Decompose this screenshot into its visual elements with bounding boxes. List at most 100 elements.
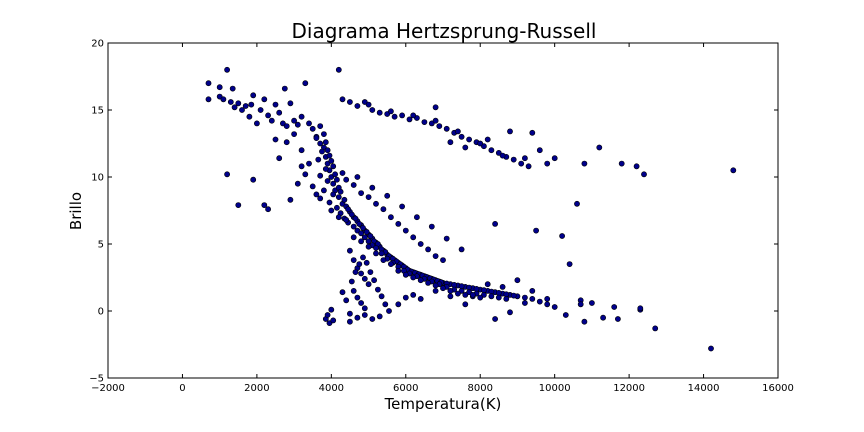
data-point xyxy=(402,271,409,278)
data-point xyxy=(432,104,439,111)
data-point xyxy=(309,125,316,132)
data-point xyxy=(358,190,364,196)
data-point xyxy=(574,200,580,207)
x-tick-label: 10000 xyxy=(539,383,571,394)
data-point xyxy=(326,152,333,159)
data-point xyxy=(551,155,558,162)
data-point xyxy=(417,277,424,284)
y-axis-label: Brillo xyxy=(67,192,85,230)
data-point xyxy=(253,120,260,127)
data-point xyxy=(551,304,558,310)
data-point xyxy=(529,287,536,294)
data-point xyxy=(298,163,305,170)
x-tick-label: 4000 xyxy=(319,383,344,394)
data-point xyxy=(333,176,340,183)
data-point xyxy=(376,313,383,320)
x-tick-label: 6000 xyxy=(393,383,418,394)
data-point xyxy=(363,259,370,266)
data-point xyxy=(294,180,301,187)
data-point xyxy=(488,293,495,300)
data-point xyxy=(462,291,469,298)
data-point xyxy=(421,119,428,125)
data-point xyxy=(350,257,357,263)
data-point xyxy=(395,301,402,308)
data-point xyxy=(360,254,366,261)
data-point xyxy=(367,233,374,239)
data-point xyxy=(391,113,398,120)
data-point xyxy=(298,147,305,154)
data-point xyxy=(356,261,363,267)
data-point xyxy=(220,96,227,103)
data-point xyxy=(313,135,320,141)
data-point xyxy=(250,176,257,183)
data-point xyxy=(410,274,417,281)
data-point xyxy=(581,160,588,167)
data-point xyxy=(402,227,409,234)
data-point xyxy=(440,285,446,292)
y-tick-label: 15 xyxy=(91,106,104,117)
data-point xyxy=(395,267,402,274)
data-point xyxy=(348,211,355,218)
data-point xyxy=(544,301,551,308)
data-point xyxy=(250,92,257,99)
data-point xyxy=(432,287,439,294)
data-point xyxy=(343,176,350,183)
data-point xyxy=(436,123,443,129)
data-point xyxy=(361,312,368,318)
data-point xyxy=(596,144,603,151)
data-point xyxy=(309,183,316,190)
data-point xyxy=(428,223,435,230)
data-point xyxy=(302,171,309,178)
data-point xyxy=(261,96,268,103)
data-point xyxy=(343,297,350,304)
data-point xyxy=(466,136,472,143)
data-point xyxy=(382,301,389,308)
x-tick-label: 16000 xyxy=(762,383,794,394)
data-point xyxy=(413,214,420,221)
data-point xyxy=(447,139,454,146)
data-point xyxy=(326,199,333,206)
data-point xyxy=(618,160,625,167)
data-point xyxy=(365,243,372,250)
data-point xyxy=(544,160,551,167)
data-point xyxy=(257,107,264,113)
data-point xyxy=(432,117,439,124)
data-point xyxy=(205,80,212,87)
data-point xyxy=(363,228,370,235)
data-point xyxy=(376,109,383,116)
data-point xyxy=(559,233,565,239)
data-point xyxy=(352,215,359,222)
data-point xyxy=(369,316,376,322)
data-point xyxy=(522,294,528,301)
data-point xyxy=(589,300,595,306)
data-point xyxy=(447,287,454,294)
y-tick-label: 20 xyxy=(91,39,104,50)
data-point xyxy=(229,85,236,92)
data-point xyxy=(339,170,346,176)
data-point xyxy=(380,206,387,213)
data-point xyxy=(350,182,357,188)
data-point xyxy=(319,148,325,155)
data-point xyxy=(298,113,305,120)
data-point xyxy=(577,301,584,308)
data-point xyxy=(484,281,491,288)
data-point xyxy=(315,156,322,163)
data-point xyxy=(410,291,417,298)
data-point xyxy=(348,278,355,285)
data-point xyxy=(510,292,517,299)
x-axis-label: Temperatura(K) xyxy=(384,395,502,413)
data-point xyxy=(652,325,659,332)
data-point xyxy=(341,196,348,203)
data-point xyxy=(354,174,361,180)
data-point xyxy=(276,155,283,162)
data-point xyxy=(458,246,465,253)
data-point xyxy=(536,298,543,305)
data-point xyxy=(283,139,290,146)
data-point xyxy=(332,171,338,178)
data-point xyxy=(387,261,394,267)
data-point xyxy=(507,309,513,316)
data-point xyxy=(581,318,588,325)
data-point xyxy=(306,160,312,167)
plot-area xyxy=(107,42,779,379)
data-point xyxy=(492,316,498,322)
